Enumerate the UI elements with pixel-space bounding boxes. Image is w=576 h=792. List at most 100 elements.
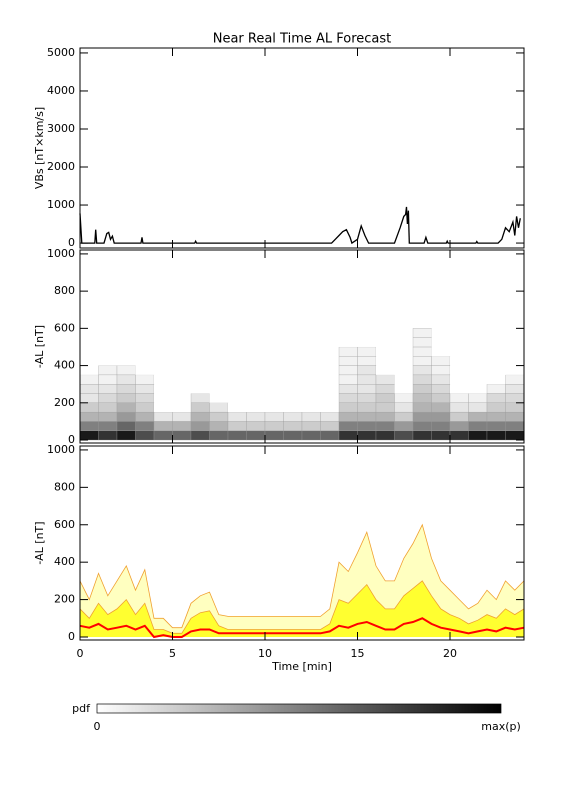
pdf-cell <box>172 430 192 441</box>
y-tick-label: 3000 <box>47 122 75 135</box>
pdf-cell <box>412 430 432 441</box>
pdf-cell <box>505 421 525 431</box>
pdf-cell <box>228 337 247 347</box>
pdf-cell <box>80 337 99 347</box>
axes-frame <box>79 445 525 641</box>
pdf-cell <box>190 402 210 413</box>
pdf-cell <box>79 421 99 431</box>
colorbar <box>96 703 502 714</box>
y-tick-label: 600 <box>54 518 75 531</box>
pdf-cell <box>394 365 413 375</box>
pdf-cell <box>209 402 229 413</box>
pdf-cell <box>190 393 210 403</box>
pdf-cell <box>375 421 395 431</box>
pdf-cell <box>394 430 414 441</box>
pdf-cell <box>246 346 265 357</box>
y-tick-label: 800 <box>54 480 75 493</box>
y-tick-label: 0 <box>68 236 75 249</box>
pdf-cell <box>394 421 414 431</box>
pdf-cell <box>191 346 210 357</box>
y-tick-label: 2000 <box>47 160 75 173</box>
pdf-cell <box>505 402 525 413</box>
pdf-cell <box>98 421 118 431</box>
pdf-cell <box>357 365 377 376</box>
pdf-cell <box>412 402 432 413</box>
pdf-cell <box>79 393 99 403</box>
y-tick-label: 800 <box>54 284 75 297</box>
pdf-cell <box>338 346 358 357</box>
pdf-cell <box>412 421 432 431</box>
pdf-cell <box>450 337 469 347</box>
pdf-cell <box>302 374 321 385</box>
pdf-cell <box>246 421 266 431</box>
pdf-cell <box>209 430 229 441</box>
pdf-cell <box>302 328 321 338</box>
pdf-cell <box>449 411 469 422</box>
pdf-cell <box>486 421 506 431</box>
pdf-cell <box>135 384 155 394</box>
pdf-cell <box>172 365 191 375</box>
pdf-cell <box>246 374 265 385</box>
chart-title: Near Real Time AL Forecast <box>213 32 392 47</box>
panel <box>79 206 521 245</box>
pdf-cell <box>191 365 210 375</box>
pdf-cell <box>375 384 395 394</box>
pdf-cell <box>227 421 247 431</box>
pdf-cell <box>135 346 154 357</box>
pdf-cell <box>283 365 302 375</box>
pdf-cell <box>486 411 506 422</box>
pdf-cell <box>376 356 395 366</box>
pdf-cell <box>265 356 284 366</box>
pdf-cell <box>468 411 488 422</box>
pdf-cell <box>431 411 451 422</box>
pdf-cell <box>191 384 210 394</box>
pdf-cell <box>228 374 247 385</box>
pdf-cell <box>412 374 432 385</box>
pdf-cell <box>449 402 469 413</box>
pdf-cell <box>172 328 191 338</box>
pdf-cell <box>80 328 99 338</box>
pdf-cell <box>468 430 488 441</box>
pdf-cell <box>431 346 450 357</box>
pdf-cell <box>449 393 469 403</box>
pdf-cell <box>412 337 432 348</box>
y-axis-label: VBs [nT×km/s] <box>33 107 46 189</box>
pdf-cell <box>376 346 395 357</box>
pdf-cell <box>486 393 506 403</box>
y-tick-label: 5000 <box>47 46 75 59</box>
pdf-cell <box>468 393 488 403</box>
pdf-cell <box>505 384 525 394</box>
pdf-cell <box>320 346 339 357</box>
y-tick-label: 200 <box>54 396 75 409</box>
y-tick-label: 1000 <box>47 443 75 456</box>
pdf-cell <box>265 402 284 413</box>
pdf-cell <box>487 365 506 375</box>
pdf-cell <box>302 402 321 413</box>
axes-frame <box>79 47 525 249</box>
pdf-cell <box>320 411 340 422</box>
pdf-cell <box>154 328 173 338</box>
pdf-cell <box>338 393 358 403</box>
pdf-cell <box>505 346 524 357</box>
x-axis-label: Time [min] <box>271 660 332 673</box>
x-tick-label: 0 <box>77 647 84 660</box>
pdf-cell <box>338 374 358 385</box>
pdf-cell <box>172 356 191 366</box>
pdf-cell <box>487 337 506 347</box>
pdf-cell <box>320 328 339 338</box>
pdf-cell <box>98 374 118 385</box>
pdf-cell <box>283 393 302 403</box>
pdf-cell <box>394 328 413 338</box>
pdf-cell <box>468 402 488 413</box>
pdf-cell <box>209 337 228 347</box>
pdf-cell <box>264 421 284 431</box>
pdf-cell <box>135 421 155 431</box>
pdf-cell <box>487 356 506 366</box>
pdf-cell <box>283 337 302 347</box>
pdf-cell <box>302 393 321 403</box>
pdf-cell <box>431 384 451 394</box>
panel <box>79 523 525 639</box>
x-tick-label: 20 <box>443 647 457 660</box>
pdf-cell <box>357 356 377 366</box>
pdf-cell <box>116 430 136 441</box>
